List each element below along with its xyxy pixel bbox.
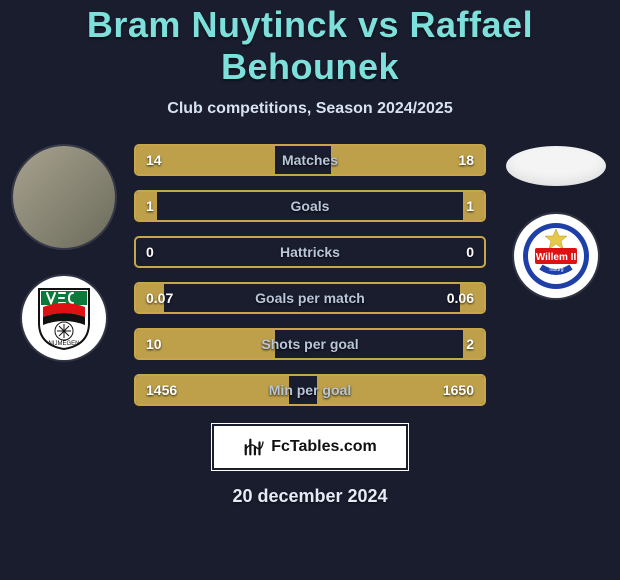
svg-text:Tilburg: Tilburg xyxy=(548,267,563,273)
stat-label: Matches xyxy=(136,152,484,168)
stat-label: Goals per match xyxy=(136,290,484,306)
stat-row: 0.070.06Goals per match xyxy=(134,282,486,314)
club-badge-right: Willem II Tilburg xyxy=(514,214,598,298)
svg-text:Willem II: Willem II xyxy=(536,252,577,263)
left-column: NIJMEGEN xyxy=(8,144,120,360)
brand-box: FcTables.com xyxy=(212,424,408,470)
comparison-card: Bram Nuytinck vs Raffael Behounek Club c… xyxy=(0,0,620,580)
stat-row: 1418Matches xyxy=(134,144,486,176)
stat-row: 102Shots per goal xyxy=(134,328,486,360)
brand-label: FcTables.com xyxy=(271,438,377,456)
player-photo-left xyxy=(13,146,115,248)
right-column: Willem II Tilburg xyxy=(500,144,612,298)
svg-text:NIJMEGEN: NIJMEGEN xyxy=(48,341,79,347)
chart-icon xyxy=(243,436,265,458)
content-row: NIJMEGEN 1418Matches 11Goals 00Hattricks 0.… xyxy=(0,144,620,406)
stat-label: Hattricks xyxy=(136,244,484,260)
club-badge-left: NIJMEGEN xyxy=(22,276,106,360)
stat-row: 11Goals xyxy=(134,190,486,222)
date-label: 20 december 2024 xyxy=(0,486,620,507)
subtitle: Club competitions, Season 2024/2025 xyxy=(0,100,620,118)
player-photo-right xyxy=(506,146,606,186)
nec-badge-icon: NIJMEGEN xyxy=(29,283,99,353)
stat-label: Goals xyxy=(136,198,484,214)
stat-label: Min per goal xyxy=(136,382,484,398)
stats-table: 1418Matches 11Goals 00Hattricks 0.070.06Goa… xyxy=(134,144,486,406)
page-title: Bram Nuytinck vs Raffael Behounek xyxy=(0,4,620,88)
stat-row: 14561650Min per goal xyxy=(134,374,486,406)
stat-row: 00Hattricks xyxy=(134,236,486,268)
willem-badge-icon: Willem II Tilburg xyxy=(521,221,591,291)
stat-label: Shots per goal xyxy=(136,336,484,352)
